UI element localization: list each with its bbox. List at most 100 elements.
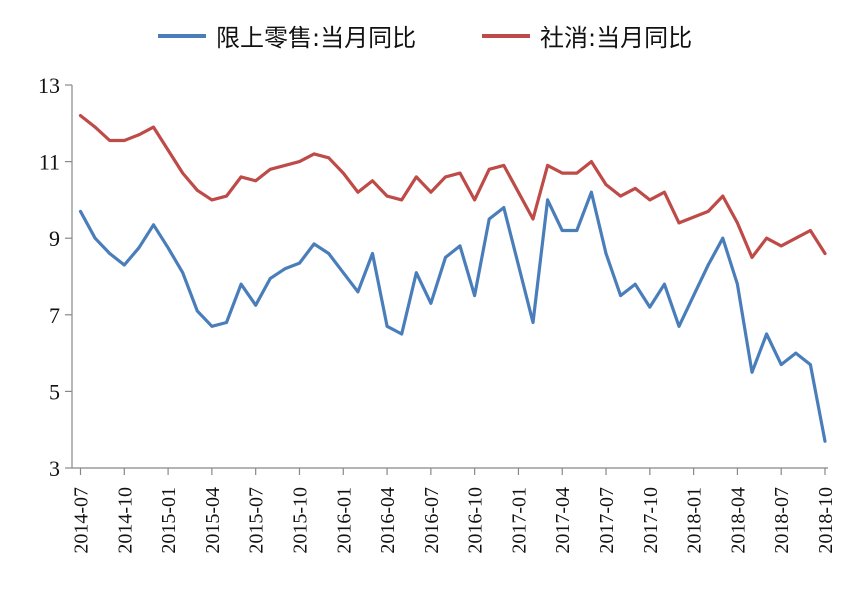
series-line-1	[78, 190, 827, 443]
data-point-series-2	[210, 198, 214, 202]
y-tick-label: 9	[49, 226, 60, 251]
data-point-series-1	[648, 305, 652, 309]
data-point-series-2	[341, 171, 345, 175]
x-tick-label: 2017-10	[640, 487, 662, 554]
data-point-series-2	[181, 171, 185, 175]
data-point-series-2	[706, 209, 710, 213]
series-line-2	[78, 113, 827, 259]
data-point-series-1	[268, 277, 272, 280]
data-point-series-2	[677, 221, 681, 225]
data-point-series-1	[225, 321, 228, 324]
chart-series	[78, 113, 827, 443]
data-point-series-2	[546, 164, 550, 167]
data-point-series-1	[604, 252, 608, 255]
data-point-series-1	[181, 271, 185, 275]
legend-label-series-1: 限上零售:当月同比	[216, 24, 417, 52]
data-point-series-1	[677, 324, 681, 328]
data-point-series-2	[195, 188, 199, 192]
data-point-series-2	[531, 217, 535, 221]
data-point-series-1	[706, 263, 710, 267]
data-point-series-1	[736, 282, 739, 286]
x-tick-label: 2015-04	[202, 487, 224, 554]
data-point-series-1	[400, 332, 404, 336]
x-tick-label: 2018-10	[815, 487, 837, 554]
legend-swatch-series-1	[158, 33, 206, 38]
chart-axes	[65, 84, 828, 475]
data-point-series-2	[779, 244, 783, 248]
x-tick-label: 2018-01	[684, 487, 706, 554]
data-point-series-1	[152, 223, 155, 227]
data-point-series-2	[619, 194, 623, 198]
data-point-series-1	[137, 246, 141, 250]
data-point-series-1	[590, 190, 593, 194]
data-point-series-1	[341, 271, 345, 275]
data-point-series-1	[327, 252, 331, 255]
data-point-series-1	[458, 244, 462, 248]
data-point-series-1	[809, 363, 812, 366]
data-point-series-2	[823, 252, 827, 255]
chart-tick-labels: 3 5 7 9 11 13 2014-07 2014-10 2015-01 2015-04 2015…	[38, 73, 837, 554]
data-point-series-2	[239, 175, 243, 179]
data-point-series-2	[93, 125, 97, 129]
data-point-series-1	[502, 206, 506, 209]
data-point-series-2	[122, 139, 126, 142]
y-tick-label: 5	[49, 379, 60, 404]
data-point-series-1	[619, 294, 623, 298]
data-point-series-1	[371, 252, 374, 255]
x-tick-label: 2016-01	[333, 487, 355, 554]
data-point-series-2	[108, 139, 112, 142]
data-point-series-2	[298, 160, 301, 164]
x-tick-label: 2017-01	[508, 487, 530, 554]
data-point-series-2	[736, 221, 739, 225]
data-point-series-2	[809, 229, 812, 232]
data-point-series-1	[254, 303, 258, 307]
legend-item-series-2: 社消:当月同比	[482, 18, 692, 53]
data-point-series-1	[560, 229, 564, 232]
data-point-series-1	[663, 282, 666, 286]
data-point-series-1	[779, 363, 783, 366]
data-point-series-2	[371, 179, 374, 183]
data-point-series-1	[750, 370, 754, 374]
data-point-series-1	[531, 321, 535, 324]
x-tick-label: 2016-04	[377, 487, 399, 554]
x-tick-label: 2017-07	[596, 487, 618, 554]
data-point-series-1	[210, 324, 214, 328]
data-point-series-2	[473, 198, 477, 202]
chart-legend: 限上零售:当月同比 社消:当月同比	[0, 18, 863, 54]
data-point-series-2	[692, 215, 696, 219]
data-point-series-1	[487, 217, 491, 221]
data-point-series-2	[517, 190, 520, 194]
x-tick-label: 2017-04	[552, 487, 574, 554]
data-point-series-1	[239, 282, 243, 286]
data-point-series-1	[823, 439, 827, 443]
x-tick-label: 2015-01	[158, 487, 180, 554]
data-point-series-2	[487, 167, 491, 171]
data-point-series-1	[108, 252, 112, 255]
data-point-series-2	[152, 125, 155, 129]
data-point-series-1	[633, 282, 637, 286]
data-point-series-1	[429, 301, 433, 305]
data-point-series-1	[93, 236, 97, 240]
data-point-series-2	[137, 133, 141, 137]
x-tick-label: 2015-10	[289, 487, 311, 554]
data-point-series-2	[648, 198, 652, 202]
data-point-series-2	[356, 190, 360, 194]
data-point-series-2	[385, 194, 389, 198]
data-point-series-2	[604, 183, 608, 186]
data-point-series-2	[575, 171, 579, 175]
data-point-series-2	[327, 156, 331, 160]
data-point-series-1	[794, 351, 798, 355]
y-tick-label: 11	[39, 150, 60, 175]
data-point-series-2	[765, 236, 769, 240]
data-point-series-2	[312, 152, 316, 156]
data-point-series-2	[458, 171, 462, 175]
legend-item-series-1: 限上零售:当月同比	[158, 18, 416, 53]
y-tick-label: 13	[38, 73, 60, 98]
data-point-series-2	[166, 148, 170, 152]
data-point-series-1	[692, 294, 696, 298]
data-point-series-2	[794, 236, 798, 240]
data-point-series-1	[312, 242, 316, 246]
data-point-series-1	[473, 294, 477, 298]
data-point-series-1	[79, 209, 82, 213]
